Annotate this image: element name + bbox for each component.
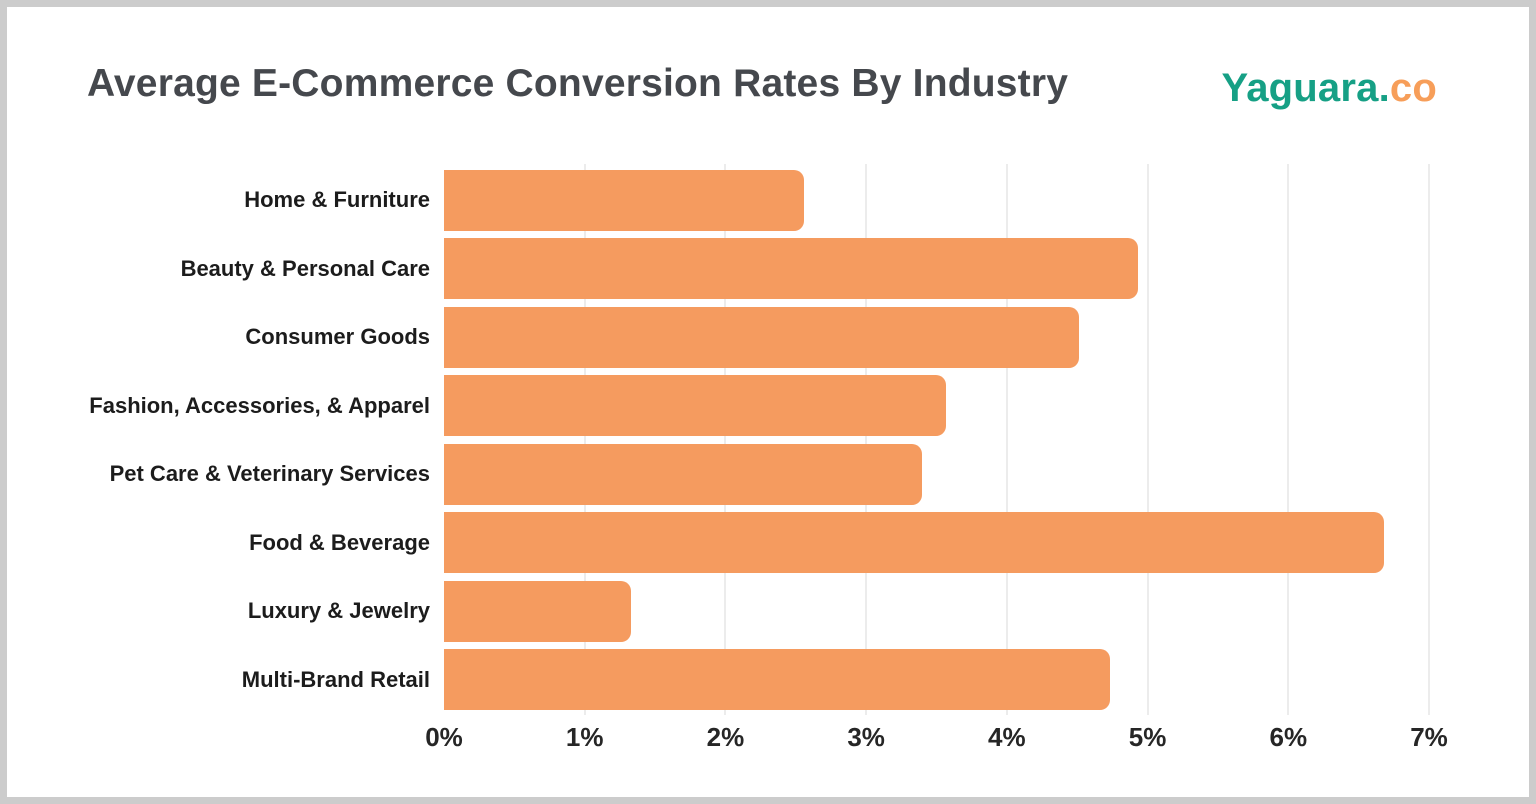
bar-row	[444, 646, 1429, 715]
logo-text-primary: Yaguara.	[1221, 66, 1390, 110]
bar-home-furniture	[444, 169, 805, 231]
category-label-luxury-jewelry: Luxury & Jewelry	[247, 598, 430, 624]
x-tick-label-7: 7%	[1410, 722, 1448, 752]
bars-layer	[444, 166, 1429, 714]
bar-multi-brand-retail	[444, 649, 1110, 711]
bar-row	[444, 235, 1429, 304]
bar-food-beverage	[444, 512, 1384, 574]
chart-title: Average E-Commerce Conversion Rates By I…	[87, 62, 1069, 105]
bar-row	[444, 577, 1429, 646]
x-tick-label-6: 6%	[1269, 722, 1308, 752]
gridline-6pct	[1287, 164, 1290, 715]
bar-consumer-goods	[444, 306, 1079, 368]
gridline-1pct	[583, 164, 586, 715]
gridline-3pct	[865, 164, 868, 715]
category-label-fashion-accessories-apparel: Fashion, Accessories, & Apparel	[89, 392, 430, 418]
category-label-food-beverage: Food & Beverage	[249, 529, 430, 555]
x-tick-label-5: 5%	[1128, 722, 1167, 752]
plot-area: 0% 1% 2% 3% 4% 5% 6% 7%	[425, 164, 1448, 752]
x-tick-label-1: 1%	[565, 722, 604, 752]
bar-pet-care-veterinary-services	[444, 443, 923, 505]
logo-text-secondary: co	[1389, 66, 1437, 110]
bar-fashion-accessories-apparel	[444, 375, 947, 437]
x-tick-label-4: 4%	[988, 722, 1026, 752]
category-label-home-furniture: Home & Furniture	[244, 187, 430, 213]
x-tick-label-3: 3%	[847, 722, 885, 752]
bar-row	[444, 303, 1429, 372]
category-label-pet-care-veterinary-services: Pet Care & Veterinary Services	[109, 461, 430, 487]
gridline-4pct	[1005, 164, 1008, 715]
bar-beauty-personal-care	[444, 238, 1138, 300]
bar-row	[444, 166, 1429, 235]
x-axis: 0% 1% 2% 3% 4% 5% 6% 7%	[425, 722, 1448, 766]
yaguara-logo: Yaguara.co	[1222, 66, 1437, 111]
category-label-consumer-goods: Consumer Goods	[245, 324, 430, 350]
x-tick-label-0: 0%	[425, 722, 463, 752]
gridline-2pct	[724, 164, 727, 715]
gridline-7pct	[1428, 164, 1430, 715]
gridline-5pct	[1146, 164, 1149, 715]
bar-row	[444, 372, 1429, 441]
bar-row	[444, 509, 1429, 578]
category-label-beauty-personal-care: Beauty & Personal Care	[180, 255, 430, 281]
category-label-multi-brand-retail: Multi-Brand Retail	[241, 666, 430, 692]
x-tick-label-2: 2%	[706, 722, 745, 752]
bar-luxury-jewelry	[444, 580, 632, 642]
category-labels: Home & Furniture Beauty & Personal Care Co…	[0, 166, 430, 714]
bar-row	[444, 440, 1429, 509]
